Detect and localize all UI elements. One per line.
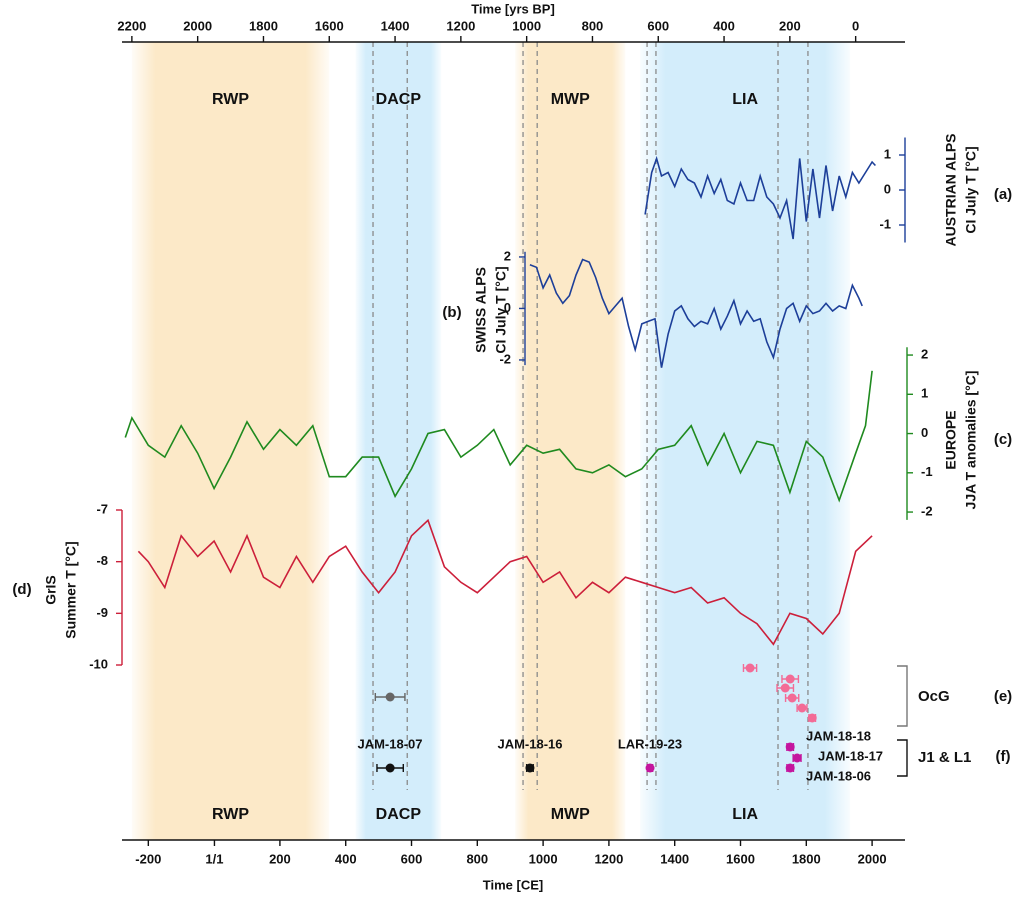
period-label: RWP xyxy=(212,806,249,823)
y-tick-label: 2 xyxy=(921,346,928,361)
sample-point xyxy=(792,753,802,763)
data-line xyxy=(529,258,863,368)
top-tick-label: 1600 xyxy=(315,18,344,33)
sample-point xyxy=(525,763,535,773)
sample-point xyxy=(785,763,795,773)
y-tick-label: 1 xyxy=(884,146,891,161)
top-tick-label: 1800 xyxy=(249,18,278,33)
period-label: LIA xyxy=(732,91,758,108)
bottom-tick-label: 1000 xyxy=(529,851,558,866)
sample-point xyxy=(807,713,817,723)
sample-label: JAM-18-07 xyxy=(357,736,422,751)
y-axis-title: SWISS ALPS xyxy=(473,267,489,353)
y-axis-title: EUROPE xyxy=(943,410,959,469)
y-tick-label: 1 xyxy=(921,386,928,401)
period-label: DACP xyxy=(376,806,422,823)
period-shading xyxy=(640,42,851,840)
data-line xyxy=(137,518,873,646)
panel-label: (e) xyxy=(994,688,1012,705)
y-axis-title: CI July T [°C] xyxy=(963,146,979,233)
period-label: MWP xyxy=(551,806,590,823)
sample-point xyxy=(385,763,395,773)
sample-label: JAM-18-16 xyxy=(497,736,562,751)
y-tick-label: -10 xyxy=(89,656,108,671)
sample-point xyxy=(785,674,795,684)
top-tick-label: 1400 xyxy=(381,18,410,33)
bottom-tick-label: 1200 xyxy=(594,851,623,866)
y-tick-label: 0 xyxy=(884,181,891,196)
top-tick-label: 2000 xyxy=(183,18,212,33)
sample-point xyxy=(797,703,807,713)
top-tick-label: 800 xyxy=(582,18,604,33)
top-tick-label: 1000 xyxy=(512,18,541,33)
panel-label: (a) xyxy=(994,186,1012,203)
period-shading xyxy=(131,42,330,840)
period-shading xyxy=(355,42,442,840)
sample-label: JAM-18-17 xyxy=(818,748,883,763)
bracket xyxy=(897,665,908,727)
sample-point xyxy=(385,692,395,702)
y-tick-label: -1 xyxy=(921,464,933,479)
panel-label: (f) xyxy=(996,748,1011,765)
sample-point xyxy=(780,683,790,693)
top-tick-label: 1200 xyxy=(446,18,475,33)
period-label: RWP xyxy=(212,91,249,108)
panel-label: (d) xyxy=(12,581,31,598)
panel-label: (b) xyxy=(442,304,461,321)
sample-label: JAM-18-06 xyxy=(806,768,871,783)
data-line xyxy=(644,155,876,240)
y-axis-title: GrIS xyxy=(43,575,59,605)
y-tick-label: -8 xyxy=(96,553,108,568)
top-tick-label: 2200 xyxy=(117,18,146,33)
sample-point xyxy=(645,763,655,773)
period-label: DACP xyxy=(376,91,422,108)
sample-point xyxy=(745,663,755,673)
y-tick-label: -2 xyxy=(921,503,933,518)
bottom-tick-label: 1/1 xyxy=(205,851,223,866)
y-axis-title: CI July T [°C] xyxy=(493,266,509,353)
top-tick-label: 600 xyxy=(647,18,669,33)
top-tick-label: 0 xyxy=(852,18,859,33)
bottom-tick-label: 1600 xyxy=(726,851,755,866)
bottom-tick-label: 2000 xyxy=(858,851,887,866)
bottom-tick-label: 400 xyxy=(335,851,357,866)
bracket xyxy=(897,739,908,777)
bottom-tick-label: 1400 xyxy=(660,851,689,866)
bottom-axis-title: Time [CE] xyxy=(483,877,543,892)
sample-label: JAM-18-18 xyxy=(806,728,871,743)
y-axis-title: JJA T anomalies [°C] xyxy=(963,371,979,510)
y-tick-label: -1 xyxy=(879,216,891,231)
top-tick-label: 200 xyxy=(779,18,801,33)
data-line xyxy=(124,370,873,503)
sample-label: LAR-19-23 xyxy=(618,736,682,751)
bottom-tick-label: 800 xyxy=(466,851,488,866)
y-tick-label: -9 xyxy=(96,605,108,620)
y-tick-label: 0 xyxy=(921,425,928,440)
sample-point xyxy=(785,742,795,752)
top-axis-title: Time [yrs BP] xyxy=(471,1,555,16)
bottom-tick-label: -200 xyxy=(135,851,161,866)
bottom-tick-label: 1800 xyxy=(792,851,821,866)
y-tick-label: -7 xyxy=(96,501,108,516)
bottom-tick-label: 200 xyxy=(269,851,291,866)
top-tick-label: 400 xyxy=(713,18,735,33)
group-label: J1 & L1 xyxy=(918,749,971,766)
y-tick-label: 2 xyxy=(504,248,511,263)
period-label: LIA xyxy=(732,806,758,823)
sample-point xyxy=(787,693,797,703)
y-tick-label: -2 xyxy=(499,351,511,366)
period-shading xyxy=(515,42,626,840)
panel-label: (c) xyxy=(994,431,1012,448)
bottom-tick-label: 600 xyxy=(401,851,423,866)
period-label: MWP xyxy=(551,91,590,108)
group-label: OcG xyxy=(918,688,950,705)
y-axis-title: Summer T [°C] xyxy=(63,541,79,638)
y-axis-title: AUSTRIAN ALPS xyxy=(943,133,959,246)
y-tick-label: 0 xyxy=(504,300,511,315)
